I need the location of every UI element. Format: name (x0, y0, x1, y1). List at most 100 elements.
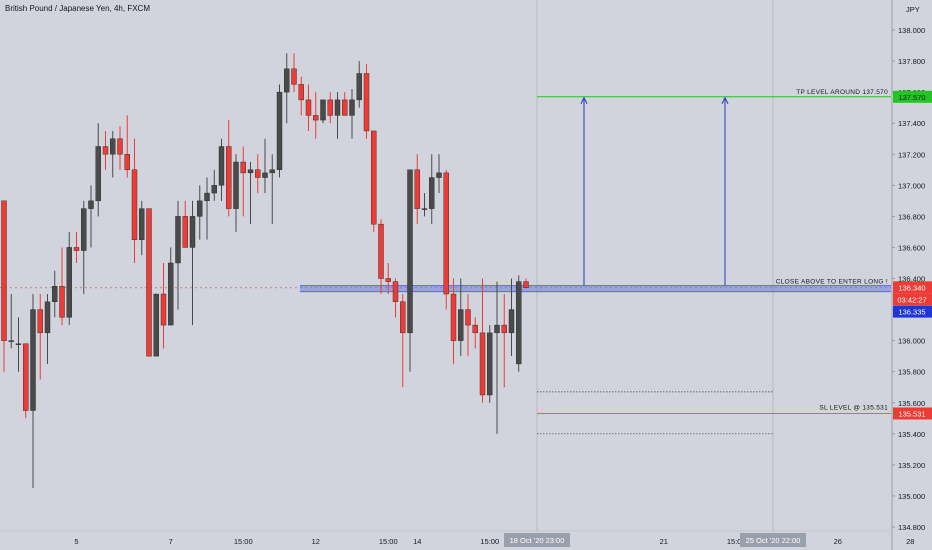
candle-body[interactable] (8, 340, 14, 342)
candle-body[interactable] (247, 169, 254, 174)
candle-body[interactable] (465, 309, 471, 326)
candle-body[interactable] (429, 177, 435, 209)
candle-body[interactable] (305, 99, 312, 116)
time-tag-bg (740, 533, 806, 547)
candle-body[interactable] (508, 309, 515, 334)
candle-body[interactable] (23, 343, 29, 411)
candle-body[interactable] (320, 99, 326, 121)
last-price-tag-bg (893, 281, 932, 294)
x-tick-label: 14 (413, 537, 421, 546)
y-tick-label: 137.800 (898, 57, 925, 66)
candle-body[interactable] (313, 115, 319, 121)
y-tick-label: 137.000 (898, 181, 925, 190)
candle-body[interactable] (414, 169, 420, 209)
candle-body[interactable] (211, 185, 217, 194)
candle-body[interactable] (327, 99, 333, 116)
candle-body[interactable] (30, 309, 36, 411)
candle-body[interactable] (516, 281, 522, 365)
time-tag: 18 Oct '20 23:00 (510, 536, 565, 545)
candle-body[interactable] (218, 146, 225, 186)
candle-body[interactable] (342, 99, 348, 116)
candle-body[interactable] (276, 91, 283, 170)
candle-body[interactable] (392, 281, 399, 302)
candle-body[interactable] (175, 216, 181, 264)
candle-body[interactable] (95, 146, 101, 202)
candle-body[interactable] (378, 223, 384, 279)
candle-body[interactable] (385, 278, 391, 282)
y-tick-label: 134.800 (898, 523, 925, 532)
candle-body[interactable] (182, 216, 188, 248)
candle-body[interactable] (189, 216, 196, 248)
candle-body[interactable] (501, 324, 507, 334)
candle-body[interactable] (436, 172, 442, 178)
candle-body[interactable] (269, 169, 275, 174)
candle-body[interactable] (262, 172, 268, 178)
candle-body[interactable] (400, 301, 406, 334)
candle-body[interactable] (15, 343, 22, 345)
y-tick-label: 135.200 (898, 461, 925, 470)
x-tick-label: 21 (660, 537, 668, 546)
candle-body[interactable] (523, 281, 529, 289)
x-tick-label: 15:00 (379, 537, 398, 546)
candle-body[interactable] (124, 154, 130, 170)
candle-body[interactable] (291, 68, 297, 85)
candle-body[interactable] (88, 200, 94, 209)
candle-body[interactable] (472, 324, 478, 334)
candle-body[interactable] (153, 293, 159, 357)
candle-body[interactable] (284, 68, 290, 93)
candle-body[interactable] (59, 286, 65, 318)
candle-body[interactable] (458, 309, 464, 341)
candle-body[interactable] (371, 130, 377, 225)
candle-body[interactable] (363, 73, 370, 132)
candle-body[interactable] (443, 172, 449, 295)
countdown-tag-bg (893, 293, 932, 306)
candle-body[interactable] (139, 208, 145, 240)
candle-body[interactable] (168, 262, 174, 326)
candle-body[interactable] (349, 99, 355, 116)
sl-price-tag: 135.531 (898, 409, 925, 418)
candle-body[interactable] (37, 309, 43, 334)
candle-body[interactable] (487, 332, 493, 396)
candle-body[interactable] (479, 332, 486, 396)
candle-body[interactable] (450, 293, 457, 341)
candle-body[interactable] (1, 200, 7, 341)
candle-body[interactable] (66, 247, 72, 318)
candle-body[interactable] (81, 208, 87, 251)
x-tick-label: 15:00 (727, 537, 746, 546)
currency-label: JPY (906, 5, 920, 14)
x-tick-label: 5 (74, 537, 78, 546)
candle-body[interactable] (494, 324, 500, 334)
candle-body[interactable] (102, 146, 109, 155)
candle-body[interactable] (204, 192, 210, 202)
x-tick-label: 15:00 (480, 537, 499, 546)
candle-body[interactable] (298, 84, 304, 101)
y-tick-label: 135.800 (898, 368, 925, 377)
candle-body[interactable] (226, 146, 232, 209)
candle-body[interactable] (197, 200, 203, 217)
tp-price-tag: 137.570 (898, 93, 925, 102)
candle-body[interactable] (110, 138, 116, 155)
candle-body[interactable] (44, 301, 51, 334)
y-tick-label: 137.400 (898, 119, 925, 128)
candle-body[interactable] (117, 138, 123, 155)
candle-body[interactable] (334, 99, 341, 116)
candle-body[interactable] (255, 169, 261, 178)
entry-price-tag: 136.335 (898, 308, 925, 317)
candle-body[interactable] (407, 169, 413, 334)
candle-body[interactable] (131, 169, 138, 240)
symbol-title: British Pound / Japanese Yen, 4h, FXCM (5, 4, 150, 13)
tp-annotation: TP LEVEL AROUND 137.570 (796, 89, 888, 96)
candle-body[interactable] (240, 161, 246, 174)
entry-annotation: CLOSE ABOVE TO ENTER LONG ! (776, 279, 888, 286)
candle-body[interactable] (73, 247, 80, 251)
candle-body[interactable] (233, 161, 239, 209)
candle-body[interactable] (356, 73, 362, 101)
entry-zone-band[interactable] (300, 285, 891, 293)
candle-body[interactable] (421, 208, 428, 210)
x-tick-label: 26 (834, 537, 842, 546)
candle-body[interactable] (52, 286, 58, 302)
candle-body[interactable] (160, 293, 167, 326)
candle-body[interactable] (146, 208, 152, 357)
